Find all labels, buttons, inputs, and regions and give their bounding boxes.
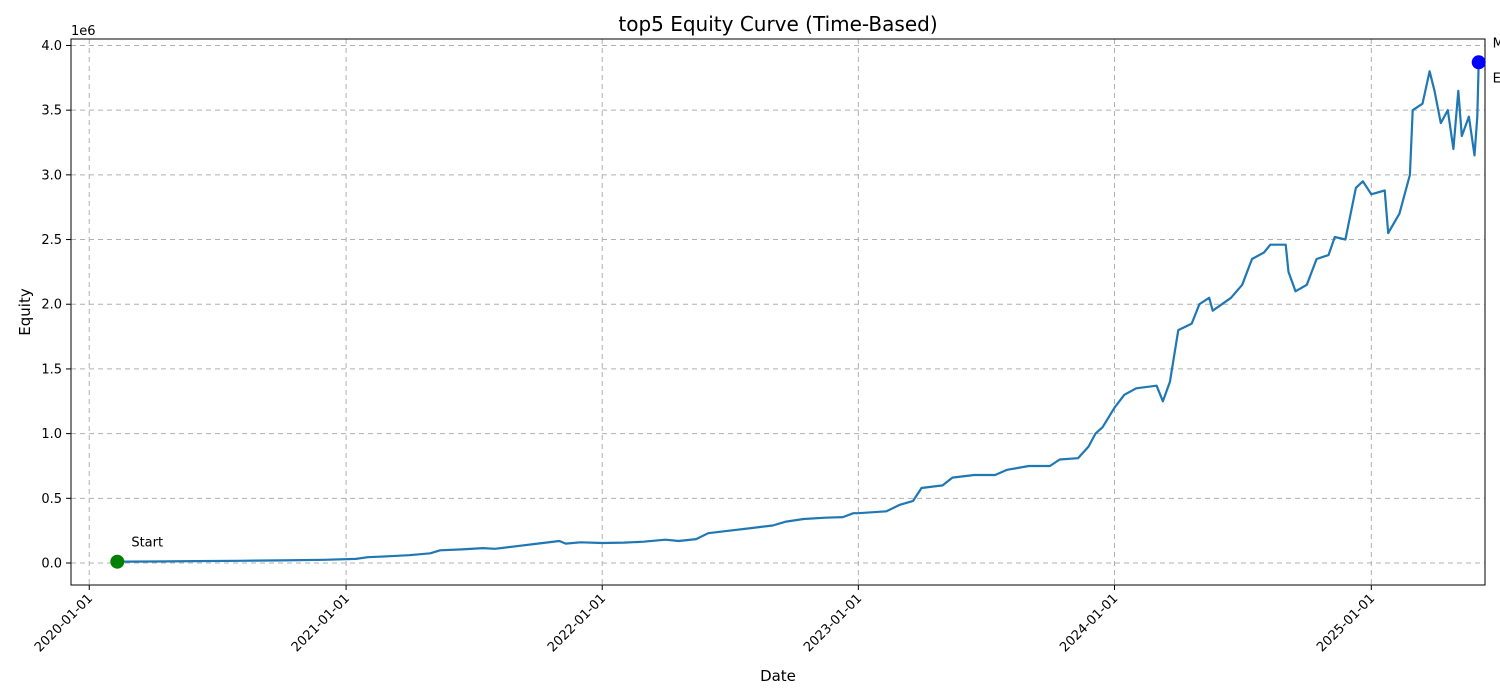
y-offset-label: 1e6 [71, 24, 96, 39]
y-tick-label: 3.0 [41, 168, 62, 183]
y-tick-label: 2.5 [41, 233, 62, 248]
x-tick-label: 2025-01-01 [1314, 591, 1378, 655]
x-tick-label: 2023-01-01 [801, 591, 865, 655]
grid-lines [71, 39, 1485, 585]
y-tick-label: 1.5 [41, 362, 62, 377]
plot-frame [70, 38, 1486, 586]
start-annotation: Start [131, 536, 163, 551]
y-tick-label: 4.0 [41, 39, 62, 54]
series-layer [117, 62, 1480, 563]
x-tick-label: 2024-01-01 [1057, 591, 1121, 655]
y-tick-label: 0.0 [41, 557, 62, 572]
y-tick-label: 1.0 [41, 427, 62, 442]
max-marker [1471, 55, 1486, 70]
y-tick-label: 3.5 [41, 104, 62, 119]
y-axis-label: Equity [16, 288, 34, 336]
x-tick-label: 2020-01-01 [32, 591, 96, 655]
x-tick-label: 2022-01-01 [545, 591, 609, 655]
x-axis-ticks: 2020-01-01 2021-01-01 2022-01-01 2023-01-01… [32, 585, 1378, 655]
annotation-layer: Start Max End [131, 36, 1500, 550]
y-tick-label: 0.5 [41, 492, 62, 507]
start-marker [110, 554, 125, 569]
equity-line [117, 62, 1480, 563]
x-tick-label: 2021-01-01 [289, 591, 353, 655]
chart-title: top5 Equity Curve (Time-Based) [618, 12, 937, 36]
max-annotation: Max [1493, 36, 1500, 51]
marker-layer [110, 55, 1486, 569]
y-tick-label: 2.0 [41, 298, 62, 313]
x-axis-label: Date [760, 667, 796, 685]
y-axis-ticks: 0.0 0.5 1.0 1.5 2.0 2.5 3.0 3.5 4.0 [41, 39, 71, 572]
end-annotation: End [1493, 71, 1500, 86]
